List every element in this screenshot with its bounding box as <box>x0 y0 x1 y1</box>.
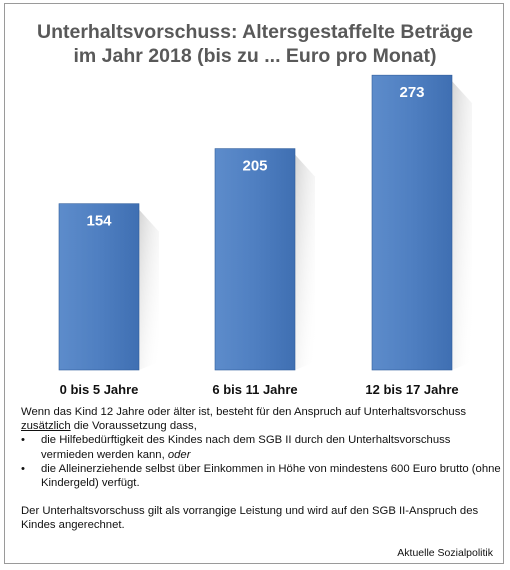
notes-block: Wenn das Kind 12 Jahre oder älter ist, b… <box>21 405 501 533</box>
source-label: Aktuelle Sozialpolitik <box>397 547 493 559</box>
notes-intro-text-2: die Voraussetzung dass, <box>70 420 197 433</box>
bar-chart: 154 205 273 0 bis 5 Jahre 6 bis 11 Jahre 12 … <box>58 74 472 397</box>
bar <box>371 74 453 371</box>
chart-title-line-2: im Jahr 2018 (bis zu ... Euro pro Monat) <box>73 45 437 67</box>
notes-footer: Der Unterhaltsvorschuss gilt als vorrang… <box>21 505 479 532</box>
bar <box>214 148 296 371</box>
bar-value-label: 205 <box>242 158 267 175</box>
notes-intro: Wenn das Kind 12 Jahre oder älter ist, b… <box>21 405 501 433</box>
notes-list: die Hilfebedürftigkeit des Kindes nach d… <box>21 433 501 490</box>
notes-bullet-1: die Hilfebedürftigkeit des Kindes nach d… <box>21 433 501 461</box>
category-label: 12 bis 17 Jahre <box>365 382 458 397</box>
chart-title: Unterhaltsvorschuss: Altersgestaffelte B… <box>0 20 510 68</box>
bar-value-label: 154 <box>86 213 112 230</box>
bar-value-label: 273 <box>399 84 424 101</box>
category-label: 6 bis 11 Jahre <box>212 382 297 397</box>
notes-intro-text: Wenn das Kind 12 Jahre oder älter ist, b… <box>21 406 467 418</box>
bar <box>58 203 140 371</box>
notes-bullet-1-italic: oder <box>167 448 191 461</box>
chart-title-line-1: Unterhaltsvorschuss: Altersgestaffelte B… <box>37 21 473 43</box>
bar-shadow <box>452 81 472 370</box>
bar-shadow <box>139 209 159 370</box>
notes-intro-underlined: zusätzlich <box>21 420 71 433</box>
bar-shadow <box>295 154 315 370</box>
notes-bullet-2: die Alleinerziehende selbst über Einkomm… <box>21 462 501 490</box>
category-label: 0 bis 5 Jahre <box>60 382 139 397</box>
